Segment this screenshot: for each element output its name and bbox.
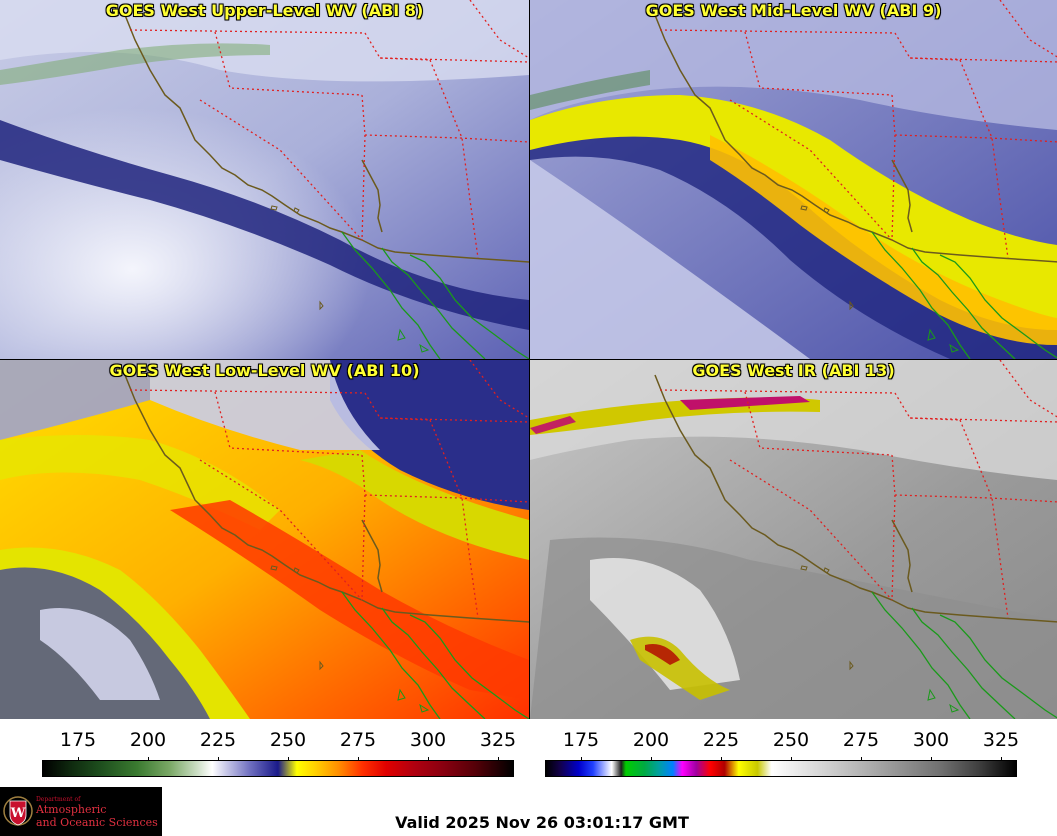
ir-tick-mark xyxy=(651,757,652,761)
ir-panel: GOES West IR (ABI 13) xyxy=(530,360,1057,719)
ir-tick-mark xyxy=(721,757,722,761)
ir-map xyxy=(530,360,1057,719)
ir-tick-mark xyxy=(1001,757,1002,761)
upper-level-wv-panel: GOES West Upper-Level WV (ABI 8) xyxy=(0,0,529,359)
mid-level-wv-panel: GOES West Mid-Level WV (ABI 9) xyxy=(530,0,1057,359)
panel-divider-horizontal xyxy=(0,359,1057,360)
logo-seal-letter: W xyxy=(10,806,26,821)
wv-colorbar: 175 200 225 250 275 300 325 xyxy=(0,719,529,781)
ir-tick-mark xyxy=(791,757,792,761)
logo-name-line1: Atmospheric xyxy=(36,803,107,816)
wv-color-scale xyxy=(42,760,514,777)
ir-color-scale xyxy=(545,760,1017,777)
ir-tick-label: 175 xyxy=(562,729,600,751)
aos-logo[interactable]: W Department of Atmospheric and Oceanic … xyxy=(0,787,162,836)
wv-tick-label: 225 xyxy=(199,729,237,751)
ir-tick-label: 225 xyxy=(702,729,740,751)
logo-department: Department of xyxy=(36,796,81,803)
mid-level-wv-map xyxy=(530,0,1057,359)
wv-tick-mark xyxy=(428,757,429,761)
wv-tick-mark xyxy=(78,757,79,761)
wv-tick-mark xyxy=(218,757,219,761)
ir-tick-label: 250 xyxy=(772,729,810,751)
ir-tick-label: 325 xyxy=(982,729,1020,751)
uw-crest-icon: W xyxy=(3,796,33,826)
wv-tick-label: 250 xyxy=(269,729,307,751)
ir-tick-mark xyxy=(581,757,582,761)
ir-colorbar: 175 200 225 250 275 300 325 xyxy=(530,719,1057,781)
low-level-wv-title: GOES West Low-Level WV (ABI 10) xyxy=(109,361,420,380)
wv-tick-mark xyxy=(498,757,499,761)
logo-name-line2: and Oceanic Sciences xyxy=(36,816,158,829)
ir-tick-label: 275 xyxy=(842,729,880,751)
valid-time-label: Valid 2025 Nov 26 03:01:17 GMT xyxy=(395,813,689,832)
wv-tick-label: 175 xyxy=(59,729,97,751)
wv-tick-label: 200 xyxy=(129,729,167,751)
wv-tick-label: 325 xyxy=(479,729,517,751)
wv-tick-mark xyxy=(358,757,359,761)
low-level-wv-map xyxy=(0,360,529,719)
ir-title: GOES West IR (ABI 13) xyxy=(692,361,895,380)
ir-tick-mark xyxy=(931,757,932,761)
ir-tick-label: 200 xyxy=(632,729,670,751)
wv-tick-label: 275 xyxy=(339,729,377,751)
upper-level-wv-map xyxy=(0,0,529,359)
wv-tick-mark xyxy=(148,757,149,761)
upper-level-wv-title: GOES West Upper-Level WV (ABI 8) xyxy=(105,1,424,20)
wv-tick-mark xyxy=(288,757,289,761)
wv-tick-label: 300 xyxy=(409,729,447,751)
low-level-wv-panel: GOES West Low-Level WV (ABI 10) xyxy=(0,360,529,719)
mid-level-wv-title: GOES West Mid-Level WV (ABI 9) xyxy=(645,1,942,20)
ir-tick-label: 300 xyxy=(912,729,950,751)
ir-tick-mark xyxy=(861,757,862,761)
